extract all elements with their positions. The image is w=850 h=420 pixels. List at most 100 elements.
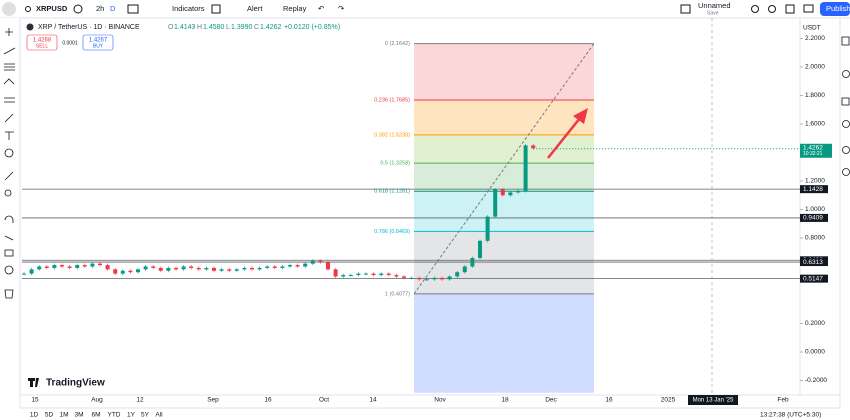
quick-search[interactable]: [751, 5, 759, 13]
fullscreen-button[interactable]: [785, 4, 795, 14]
x-tick-label: Nov: [434, 397, 446, 404]
interval-button[interactable]: 2h: [96, 4, 104, 13]
x-tick-label: Aug: [91, 397, 103, 404]
candle: [105, 265, 110, 270]
undo-button[interactable]: ↶: [318, 4, 325, 13]
y-tick-label: 0.0000: [805, 349, 825, 356]
candle: [219, 269, 224, 271]
candle: [409, 277, 414, 279]
calendar-button[interactable]: [842, 120, 850, 128]
range-button[interactable]: 5D: [45, 412, 54, 419]
layout-icon[interactable]: [680, 4, 691, 14]
text-tool[interactable]: [5, 131, 14, 140]
draw-mode-tool[interactable]: [4, 235, 14, 241]
redo-button[interactable]: ↷: [338, 4, 345, 13]
candle: [318, 260, 323, 263]
range-button[interactable]: All: [155, 412, 163, 419]
fib-zone: [414, 43, 594, 100]
settings-button[interactable]: [768, 5, 776, 13]
range-button[interactable]: 1D: [30, 412, 39, 419]
publish-button[interactable]: [820, 2, 850, 16]
sell-label: SELL: [36, 43, 48, 49]
trendline-tool[interactable]: [3, 47, 16, 55]
templates-button[interactable]: [211, 4, 221, 14]
candle: [516, 190, 520, 193]
price-line-tag: [800, 274, 828, 283]
candle: [234, 269, 239, 271]
ideas-button[interactable]: [842, 146, 850, 154]
fib-tool[interactable]: [4, 63, 15, 71]
symbol-logo: [26, 23, 34, 31]
price-line-label: 1.1428: [803, 186, 823, 193]
y-tick-label: 2.2000: [805, 35, 825, 42]
brand-name: TradingView: [46, 378, 105, 389]
data-window-button[interactable]: [841, 97, 850, 106]
lock-tool[interactable]: [4, 249, 14, 257]
fib-label: 0.618 (1.1281): [374, 189, 410, 195]
candle: [265, 266, 270, 268]
x-tick-label: 18: [501, 397, 509, 404]
close-label: C: [254, 24, 259, 31]
candle: [371, 273, 376, 276]
candle: [455, 272, 460, 277]
change-value: +0.0120 (+0.85%): [284, 24, 340, 31]
chart-type-button[interactable]: [127, 4, 139, 14]
range-button[interactable]: 1M: [59, 412, 68, 419]
candle: [310, 260, 315, 264]
y-tick-label: -0.2000: [805, 377, 827, 384]
candle: [29, 269, 34, 274]
symbol-search[interactable]: XRPUSD: [36, 4, 68, 13]
range-button[interactable]: 3M: [74, 412, 83, 419]
range-button[interactable]: 1Y: [127, 412, 136, 419]
buy-button[interactable]: [82, 34, 114, 51]
crosshair-tool[interactable]: [5, 28, 13, 36]
y-tick-label: 0.8000: [805, 235, 825, 242]
alerts-button[interactable]: [842, 70, 850, 78]
y-tick-label: 1.6000: [805, 121, 825, 128]
interval-d-button[interactable]: D: [110, 4, 116, 13]
range-button[interactable]: YTD: [108, 412, 121, 419]
price-line-tag: [800, 258, 828, 267]
y-tick-label: 2.0000: [805, 64, 825, 71]
replay-button[interactable]: Replay: [283, 4, 307, 13]
candle: [60, 265, 64, 267]
range-button[interactable]: 6M: [91, 412, 100, 419]
symbol-title: XRP / TetherUS · 1D · BINANCE: [38, 24, 140, 31]
zoom-tool[interactable]: [4, 189, 12, 197]
sell-button[interactable]: [26, 34, 58, 51]
alert-button[interactable]: Alert: [247, 4, 263, 13]
brush-tool[interactable]: [4, 113, 14, 123]
magnet-tool[interactable]: [4, 215, 14, 223]
brand-logo: [28, 378, 39, 387]
notifications-button[interactable]: [842, 168, 850, 176]
trash-tool[interactable]: [4, 289, 14, 299]
candle: [508, 192, 513, 196]
candle: [52, 265, 57, 268]
measure-tool[interactable]: [4, 171, 14, 181]
x-tick-label: 2025: [661, 397, 676, 404]
candle: [432, 277, 437, 280]
candle: [348, 275, 353, 277]
layout-name[interactable]: Unnamed: [698, 1, 731, 10]
icon-tool[interactable]: [4, 148, 14, 158]
compare-button[interactable]: [73, 4, 83, 14]
candle: [174, 267, 178, 270]
avatar[interactable]: [2, 2, 16, 16]
snapshot-button[interactable]: [803, 4, 814, 13]
candle: [250, 267, 254, 270]
buy-label: BUY: [93, 43, 104, 49]
x-tick-label: 12: [136, 397, 144, 404]
candle: [44, 266, 49, 268]
forecast-tool[interactable]: [4, 97, 15, 103]
watchlist-button[interactable]: [841, 36, 850, 46]
candle: [82, 265, 87, 267]
indicators-button[interactable]: Indicators: [172, 4, 205, 13]
pattern-tool[interactable]: [3, 78, 15, 85]
candle: [326, 262, 330, 270]
candle: [379, 273, 384, 276]
visibility-tool[interactable]: [4, 265, 14, 275]
range-button[interactable]: 5Y: [141, 412, 150, 419]
high-value: 1.4580: [203, 24, 225, 31]
crosshair-date-tag: [688, 395, 738, 405]
